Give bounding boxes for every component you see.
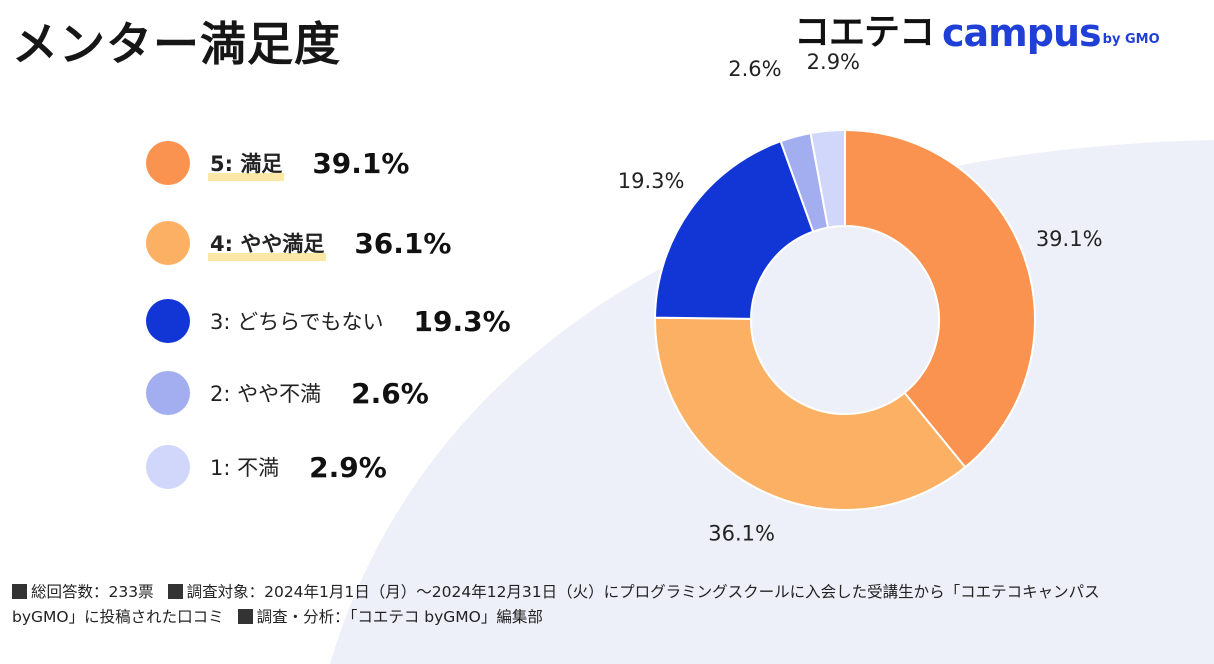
legend-item-2: 2: やや不満 2.6% (146, 370, 429, 416)
data-label: 36.1% (708, 521, 775, 545)
legend-value: 2.6% (351, 376, 429, 410)
legend-swatch (146, 221, 190, 265)
bullet-square-icon (167, 584, 183, 599)
footer-notes: 総回答数：233票 調査対象：2024年1月1日（月）〜2024年12月31日（火… (12, 580, 1162, 630)
legend-item-1: 1: 不満 2.9% (146, 444, 387, 490)
legend-value: 2.9% (309, 450, 387, 484)
data-label: 2.6% (728, 57, 781, 81)
logo-by-text: by GMO (1102, 32, 1160, 47)
donut-slice (654, 139, 815, 320)
footer-target: 調査対象：2024年1月1日（月）〜2024年12月31日（火）にプログラミング… (12, 583, 1100, 626)
brand-logo: コエテコ campus by GMO (794, 10, 1160, 56)
legend-swatch (146, 445, 190, 489)
legend-item-3: 3: どちらでもない 19.3% (146, 298, 511, 344)
legend-label: 3: どちらでもない (210, 310, 384, 334)
data-label: 19.3% (618, 169, 685, 193)
legend-swatch (146, 371, 190, 415)
data-label: 2.9% (807, 50, 860, 74)
bullet-square-icon (237, 609, 253, 624)
legend-label: 1: 不満 (210, 456, 280, 480)
legend-item-4: 4: やや満足 36.1% (146, 220, 451, 266)
legend-value: 39.1% (312, 146, 410, 180)
logo-jp-text: コエテコ (794, 12, 935, 53)
donut-slice (844, 128, 1036, 469)
donut-slice (654, 316, 967, 511)
logo-en-text: campus (942, 11, 1102, 55)
legend-value: 36.1% (354, 226, 452, 260)
footer-respondents: 総回答数：233票 (31, 583, 154, 601)
footer-analysis: 調査・分析：「コエテコ byGMO」編集部 (256, 608, 543, 626)
data-label: 39.1% (1036, 227, 1103, 251)
legend-label: 4: やや満足 (207, 228, 327, 261)
legend-item-5: 5: 満足 39.1% (146, 140, 409, 186)
legend-swatch (146, 141, 190, 185)
legend-value: 19.3% (413, 304, 511, 338)
bullet-square-icon (12, 584, 27, 599)
legend-swatch (146, 299, 190, 343)
page-title: メンター満足度 (12, 17, 341, 71)
legend-label: 5: 満足 (207, 148, 285, 181)
legend-label: 2: やや不満 (210, 382, 322, 406)
donut-slice (809, 128, 846, 229)
